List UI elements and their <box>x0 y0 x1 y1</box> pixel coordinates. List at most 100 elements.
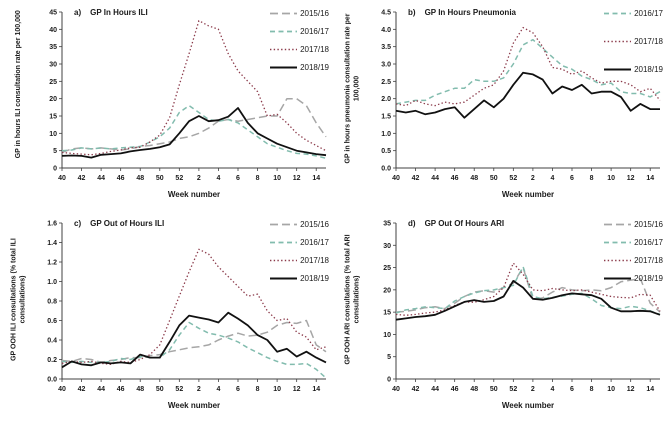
legend-label: 2015/16 <box>634 219 663 229</box>
x-axis-label-a: Week number <box>167 190 221 199</box>
legend-d: 2015/16 2016/17 2017/18 2018/19 <box>604 218 663 284</box>
x-tick-label: 42 <box>78 175 86 182</box>
plot-area-b: 0.00.51.01.52.02.53.03.54.04.540 42 44 46 48… <box>381 10 661 182</box>
legend-swatch <box>604 67 632 71</box>
chart-title-d: d) GP Out Of Hours ARI <box>408 219 504 228</box>
x-tick-label: 8 <box>256 386 260 393</box>
chart-title-text-c: GP Out of Hours ILI <box>90 219 165 228</box>
legend-label: 2017/18 <box>300 255 329 265</box>
y-tick-label: 1.4 <box>47 240 57 247</box>
legend-label: 2017/18 <box>634 255 663 265</box>
legend-label: 2016/17 <box>634 8 663 18</box>
y-tick-label: 4.0 <box>381 27 391 34</box>
y-tick-label: 1.0 <box>47 279 57 286</box>
x-axis-label-d: Week number <box>501 401 555 410</box>
y-tick-label: 5 <box>387 354 391 361</box>
chart-panel-d: GP OOH ARI consultations (% total ARI co… <box>334 211 668 423</box>
y-tick-label: 1.5 <box>381 114 391 121</box>
y-tick-label: 2.5 <box>381 79 391 86</box>
y-axis-label-b: GP in hours pneumonia consultation rate … <box>344 13 361 164</box>
x-tick-label: 14 <box>312 386 320 393</box>
y-tick-label: 0.5 <box>381 148 391 155</box>
chart-panel-a: GP in hours ILI consultation rate per 10… <box>0 0 334 211</box>
x-tick-label: 50 <box>490 386 498 393</box>
y-tick-label: 0.0 <box>381 166 391 173</box>
legend-swatch <box>270 48 298 50</box>
x-tick-label: 6 <box>236 386 240 393</box>
panel-letter-c: c) <box>74 219 82 228</box>
legend-swatch <box>604 276 632 280</box>
x-tick-label: 10 <box>607 386 615 393</box>
legend-swatch <box>270 12 298 14</box>
plot-area-c: 0.00.20.40.60.81.01.21.41.640 42 44 46 48 50 5… <box>47 221 327 393</box>
x-tick-label: 14 <box>312 175 320 182</box>
x-tick-label: 48 <box>136 386 144 393</box>
y-axis-label-d: GP OOH ARI consultations (% total ARI co… <box>344 234 361 365</box>
legend-b: 2016/17 2017/18 2018/19 <box>604 7 663 75</box>
y-tick-label: 25 <box>49 79 57 86</box>
y-tick-label: 0.8 <box>47 299 57 306</box>
legend-c: 2015/16 2016/17 2017/18 2018/19 <box>270 218 329 284</box>
y-tick-label: 45 <box>49 10 57 17</box>
x-tick-label: 10 <box>273 386 281 393</box>
x-tick-label: 44 <box>431 386 439 393</box>
chart-title-c: c) GP Out of Hours ILI <box>74 219 164 228</box>
series-line-2017-18 <box>61 248 327 366</box>
x-tick-label: 8 <box>590 386 594 393</box>
legend-item-2018-19: 2018/19 <box>270 272 329 284</box>
y-tick-label: 10 <box>49 131 57 138</box>
legend-label: 2016/17 <box>300 237 329 247</box>
x-axis-label-b: Week number <box>501 190 555 199</box>
y-tick-label: 40 <box>49 27 57 34</box>
x-tick-label: 46 <box>451 386 459 393</box>
panel-letter-b: b) <box>408 8 416 17</box>
x-tick-label: 10 <box>273 175 281 182</box>
chart-title-text-a: GP In Hours ILI <box>90 8 148 17</box>
legend-swatch <box>270 241 298 243</box>
legend-item-2017-18: 2017/18 <box>604 35 663 47</box>
legend-label: 2017/18 <box>300 44 329 54</box>
x-tick-label: 44 <box>97 386 105 393</box>
x-tick-label: 46 <box>451 175 459 182</box>
x-tick-label: 44 <box>431 175 439 182</box>
x-tick-label: 50 <box>490 175 498 182</box>
x-tick-label: 4 <box>216 386 220 393</box>
x-tick-label: 4 <box>550 175 554 182</box>
chart-title-text-b: GP In Hours Pneumonia <box>424 8 516 17</box>
legend-swatch <box>270 65 298 69</box>
x-tick-label: 4 <box>216 175 220 182</box>
legend-swatch <box>270 259 298 261</box>
x-tick-label: 42 <box>412 175 420 182</box>
legend-item-2018-19: 2018/19 <box>270 61 329 73</box>
x-tick-label: 40 <box>58 386 66 393</box>
series-line-2018-19 <box>61 311 327 369</box>
chart-title-text-d: GP Out Of Hours ARI <box>424 219 505 228</box>
y-tick-label: 0 <box>53 166 57 173</box>
y-tick-label: 15 <box>383 310 391 317</box>
x-tick-label: 2 <box>197 386 201 393</box>
x-tick-label: 46 <box>117 386 125 393</box>
x-axis-label-c: Week number <box>167 401 221 410</box>
x-tick-label: 12 <box>293 175 301 182</box>
y-tick-label: 35 <box>49 44 57 51</box>
x-tick-label: 48 <box>470 175 478 182</box>
x-tick-label: 2 <box>197 175 201 182</box>
legend-label: 2018/19 <box>300 62 329 72</box>
y-tick-label: 0.6 <box>47 318 57 325</box>
y-axis-label-c: GP OOH ILI consultations (% total ILI co… <box>10 238 27 361</box>
series-line-2018-19 <box>61 107 327 159</box>
x-tick-label: 14 <box>646 175 654 182</box>
x-tick-label: 6 <box>236 175 240 182</box>
x-tick-label: 6 <box>570 175 574 182</box>
x-tick-label: 10 <box>607 175 615 182</box>
series-line-2016-17 <box>61 321 327 379</box>
legend-label: 2018/19 <box>634 273 663 283</box>
y-tick-label: 0.0 <box>47 377 57 384</box>
legend-label: 2016/17 <box>300 26 329 36</box>
legend-label: 2015/16 <box>300 219 329 229</box>
y-tick-label: 4.5 <box>381 10 391 17</box>
x-tick-label: 12 <box>293 386 301 393</box>
x-tick-label: 14 <box>646 386 654 393</box>
